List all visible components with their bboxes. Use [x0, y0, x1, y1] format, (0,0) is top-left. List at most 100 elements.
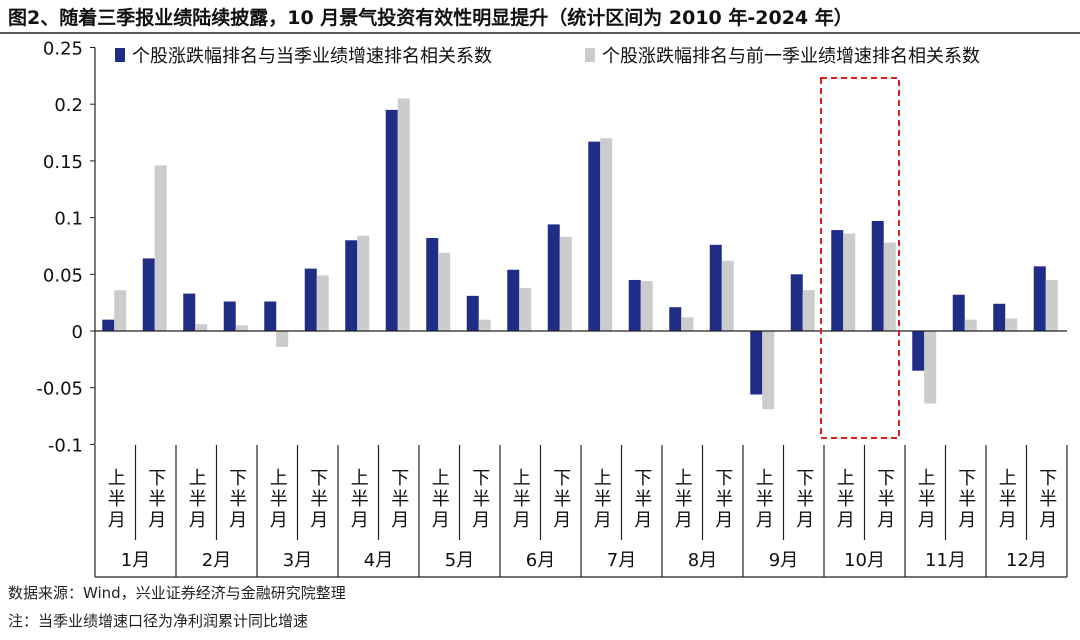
x-half-label: 下半月	[1036, 468, 1057, 531]
bar-previous-13	[600, 138, 613, 331]
bar-previous-21	[924, 331, 937, 404]
y-axis: 0.25 0.2 0.15 0.1 0.05 0 -0.05 -0.1	[36, 39, 96, 456]
bar-previous-9	[438, 252, 451, 331]
x-month-label: 1月	[121, 550, 150, 571]
x-half-label: 上半月	[186, 468, 207, 531]
x-half-label: 下半月	[550, 468, 571, 531]
x-half-label: 下半月	[631, 468, 652, 531]
bar-current-19	[831, 230, 844, 331]
y-tick-label: 0.25	[43, 39, 83, 60]
bar-previous-23	[1005, 318, 1018, 331]
y-tick-label: 0.15	[43, 152, 83, 173]
bar-current-10	[466, 295, 479, 331]
bar-previous-15	[681, 317, 694, 331]
y-tick-label: 0.05	[43, 265, 83, 286]
bar-previous-2	[154, 165, 167, 331]
bar-previous-6	[316, 275, 329, 331]
bar-current-1	[102, 319, 115, 331]
highlight-box-october	[820, 77, 900, 439]
bar-previous-4	[235, 325, 248, 331]
x-month-label: 12月	[1006, 550, 1047, 571]
legend-swatch-current	[115, 48, 125, 62]
bar-previous-11	[519, 287, 532, 331]
bar-previous-1	[114, 290, 127, 331]
source-text: 数据来源：Wind，兴业证券经济与金融研究院整理	[8, 584, 346, 602]
y-tick-label: 0	[72, 322, 83, 343]
bar-current-3	[183, 293, 196, 331]
legend-swatch-previous	[585, 48, 595, 62]
x-half-label: 上半月	[834, 468, 855, 531]
bar-current-21	[912, 331, 925, 371]
note-text: 注：当季业绩增速口径为净利润累计同比增速	[8, 612, 308, 630]
x-month-label: 11月	[925, 550, 966, 571]
x-month-label: 5月	[445, 550, 474, 571]
bar-current-9	[426, 238, 439, 331]
x-half-label: 上半月	[996, 468, 1017, 531]
bar-previous-12	[559, 236, 572, 331]
legend: 个股涨跌幅排名与当季业绩增速排名相关系数 个股涨跌幅排名与前一季业绩增速排名相关…	[115, 46, 980, 67]
x-half-label: 下半月	[145, 468, 166, 531]
x-month-label: 10月	[844, 550, 885, 571]
bar-previous-22	[964, 319, 977, 331]
x-month-label: 3月	[283, 550, 312, 571]
bar-current-14	[628, 279, 641, 331]
x-axis: 上半月 下半月 上半月 下半月 上半月 下半月 上半月 下半月 上半月 下半月 上半月 下半月 上半月下…	[94, 330, 1068, 578]
x-half-label: 上半月	[348, 468, 369, 531]
bar-current-15	[669, 307, 682, 331]
bar-current-16	[709, 244, 722, 331]
y-tick-label: 0.2	[54, 95, 83, 116]
bar-previous-20	[883, 242, 896, 331]
x-half-label: 上半月	[753, 468, 774, 531]
bar-current-24	[1033, 266, 1046, 331]
x-half-label: 下半月	[955, 468, 976, 531]
bar-previous-24	[1045, 279, 1058, 331]
bar-current-7	[345, 240, 358, 331]
x-half-label: 下半月	[388, 468, 409, 531]
x-half-label: 下半月	[469, 468, 490, 531]
x-half-label: 下半月	[712, 468, 733, 531]
x-half-label: 上半月	[672, 468, 693, 531]
y-tick-label: 0.1	[54, 209, 83, 230]
x-half-label: 上半月	[510, 468, 531, 531]
bar-previous-17	[762, 331, 775, 410]
y-tick-label: -0.05	[36, 379, 83, 400]
bar-previous-7	[357, 235, 370, 331]
x-half-label: 上半月	[105, 468, 126, 531]
bar-current-22	[952, 294, 965, 331]
x-half-label: 下半月	[307, 468, 328, 531]
x-half-label: 上半月	[429, 468, 450, 531]
bar-previous-14	[640, 281, 653, 331]
x-month-label: 6月	[526, 550, 555, 571]
bars	[102, 98, 1058, 410]
chart-title: 图2、随着三季报业绩陆续披露，10 月景气投资有效性明显提升（统计区间为 201…	[8, 6, 853, 29]
bar-current-6	[304, 268, 317, 331]
x-month-label: 7月	[607, 550, 636, 571]
bar-current-4	[223, 301, 236, 331]
legend-label-previous: 个股涨跌幅排名与前一季业绩增速排名相关系数	[602, 46, 980, 67]
bar-current-18	[790, 274, 803, 331]
bar-current-17	[750, 331, 763, 395]
x-half-label: 上半月	[591, 468, 612, 531]
bar-current-5	[264, 301, 277, 331]
bar-previous-3	[195, 324, 208, 331]
x-half-label: 下半月	[226, 468, 247, 531]
x-half-label: 下半月	[793, 468, 814, 531]
y-tick-label: -0.1	[48, 435, 83, 456]
legend-label-current: 个股涨跌幅排名与当季业绩增速排名相关系数	[132, 46, 492, 67]
x-month-label: 8月	[688, 550, 717, 571]
bar-current-11	[507, 269, 520, 331]
bar-current-20	[871, 221, 884, 331]
bar-current-13	[588, 141, 601, 331]
bar-current-12	[547, 224, 560, 331]
x-month-label: 4月	[364, 550, 393, 571]
x-half-label: 下半月	[874, 468, 895, 531]
x-month-label: 2月	[202, 550, 231, 571]
bar-previous-5	[276, 331, 289, 347]
x-half-label: 上半月	[267, 468, 288, 531]
x-half-label: 上半月	[915, 468, 936, 531]
bar-previous-10	[478, 319, 491, 331]
bar-previous-8	[397, 98, 410, 331]
bar-current-23	[993, 303, 1006, 331]
x-month-label: 9月	[769, 550, 798, 571]
